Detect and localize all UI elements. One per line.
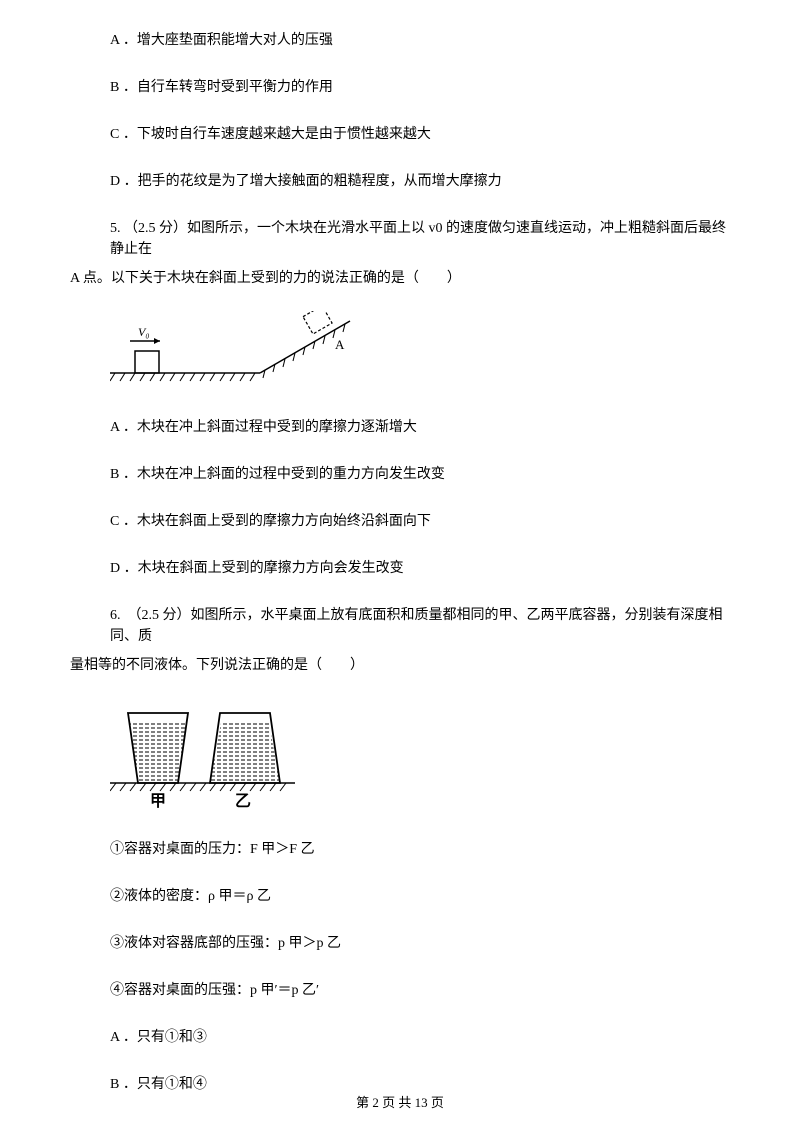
q6-statement-2: ②液体的密度：ρ 甲＝ρ 乙 bbox=[110, 886, 730, 907]
q5-stem-line2: A 点。以下关于木块在斜面上受到的力的说法正确的是（ ） bbox=[70, 268, 730, 289]
q6-statement-4: ④容器对桌面的压强：p 甲′＝p 乙′ bbox=[110, 980, 730, 1001]
q6-figure: 甲 乙 bbox=[110, 698, 730, 813]
label-jia: 甲 bbox=[150, 792, 166, 810]
q5-option-d: D ．木块在斜面上受到的摩擦力方向会发生改变 bbox=[110, 558, 730, 579]
q6-statement-1: ①容器对桌面的压力：F 甲＞F 乙 bbox=[110, 839, 730, 860]
q5-option-b: B ．木块在冲上斜面的过程中受到的重力方向发生改变 bbox=[110, 464, 730, 485]
page-footer: 第 2 页 共 13 页 bbox=[0, 1093, 800, 1113]
q6-option-a: A ．只有①和③ bbox=[110, 1027, 730, 1048]
q6-stem-line1: 6. （2.5 分）如图所示，水平桌面上放有底面积和质量都相同的甲、乙两平底容器… bbox=[110, 605, 730, 647]
q4-option-c: C ．下坡时自行车速度越来越大是由于惯性越来越大 bbox=[110, 124, 730, 145]
q5-option-c: C ．木块在斜面上受到的摩擦力方向始终沿斜面向下 bbox=[110, 511, 730, 532]
q6-stem-line2: 量相等的不同液体。下列说法正确的是（ ） bbox=[70, 655, 730, 676]
q4-option-b: B ．自行车转弯时受到平衡力的作用 bbox=[110, 77, 730, 98]
q5-figure: V₀ A bbox=[110, 311, 730, 391]
q5-stem-line1: 5. （2.5 分）如图所示，一个木块在光滑水平面上以 v0 的速度做匀速直线运… bbox=[110, 218, 730, 260]
label-yi: 乙 bbox=[235, 793, 251, 810]
q6-statement-3: ③液体对容器底部的压强：p 甲＞p 乙 bbox=[110, 933, 730, 954]
q4-option-a: A ．增大座垫面积能增大对人的压强 bbox=[110, 30, 730, 51]
q4-option-d: D ．把手的花纹是为了增大接触面的粗糙程度，从而增大摩擦力 bbox=[110, 171, 730, 192]
q5-option-a: A ．木块在冲上斜面过程中受到的摩擦力逐渐增大 bbox=[110, 417, 730, 438]
v0-label: V₀ bbox=[138, 325, 150, 339]
a-point-label: A bbox=[335, 337, 345, 352]
